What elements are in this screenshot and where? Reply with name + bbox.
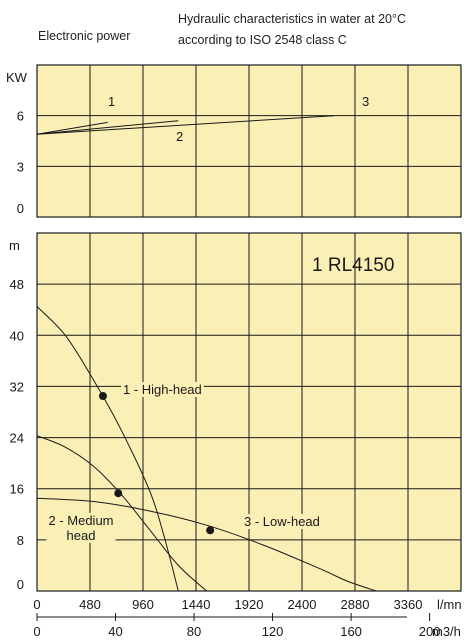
model-label: 1 RL4150 <box>312 255 394 276</box>
power-curve-label-1: 1 <box>108 94 115 109</box>
medium-head-curve <box>36 435 207 592</box>
medium-head-label-background <box>46 513 116 543</box>
x-tick-lmn: 960 <box>132 597 154 612</box>
x-tick-lmn: 3360 <box>394 597 423 612</box>
power-curve-2 <box>36 120 179 135</box>
head-y-tick: 16 <box>10 482 24 497</box>
power-y-tick: 3 <box>17 159 24 174</box>
x-tick-m3h: 160 <box>340 624 362 639</box>
head-y-tick: 40 <box>10 328 24 343</box>
x-tick-m3h: 40 <box>108 624 122 639</box>
power-panel: 0 3 6 KW 1 2 3 <box>6 64 462 218</box>
low-head-label-background <box>242 514 322 529</box>
x-tick-lmn: 1920 <box>235 597 264 612</box>
power-caption: Electronic power <box>38 29 131 43</box>
x-tick-lmn: 1440 <box>182 597 211 612</box>
power-y-tick: 0 <box>17 201 24 216</box>
x-tick-m3h: 80 <box>187 624 201 639</box>
axis-labels: 0 480 960 1440 1920 2400 2880 3360 l/mn 0 40 80 120 1… <box>33 597 461 639</box>
x-tick-m3h: 120 <box>262 624 284 639</box>
power-curve-3 <box>36 115 334 135</box>
head-y-tick: 8 <box>17 533 24 548</box>
hydraulic-caption-line2: according to ISO 2548 class C <box>178 33 347 47</box>
high-head-label: 1 - High-head <box>121 382 204 397</box>
hydraulic-caption: Hydraulic characteristics in water at 20… <box>178 11 406 53</box>
low-head-point <box>206 526 215 535</box>
power-curve-label-3: 3 <box>362 94 369 109</box>
high-head-label-background <box>121 382 204 397</box>
x-tick-lmn: 0 <box>33 597 40 612</box>
power-y-tick: 6 <box>17 109 24 124</box>
power-curve-label-2: 2 <box>176 129 183 144</box>
head-panel: 0 8 16 24 32 40 48 m 1 - High-head 3 - Low-head 2 … <box>9 232 462 592</box>
high-head-curve <box>36 306 179 592</box>
medium-head-label-text: 2 - Medium <box>48 513 113 528</box>
head-y-tick: 48 <box>10 277 24 292</box>
low-head-label-text: 3 - Low-head <box>244 514 320 529</box>
hydraulic-caption-line1: Hydraulic characteristics in water at 20… <box>178 12 406 26</box>
power-curve-1 <box>36 121 108 135</box>
head-y-tick: 24 <box>10 431 24 446</box>
x-tick-lmn: 2400 <box>288 597 317 612</box>
low-head-curve <box>36 497 377 592</box>
head-y-tick: 0 <box>17 577 24 592</box>
x-tick-m3h: 200 <box>419 624 441 639</box>
high-head-point <box>98 392 107 401</box>
medium-head-label-text: head <box>67 528 96 543</box>
medium-head-point <box>114 489 123 498</box>
x-tick-m3h: 0 <box>33 624 40 639</box>
high-head-label-text: 1 - High-head <box>123 382 202 397</box>
x-axis-label-lmn: l/mn <box>437 597 462 612</box>
head-y-tick: 32 <box>10 379 24 394</box>
low-head-label: 3 - Low-head <box>242 514 322 529</box>
head-y-axis-label: m <box>9 238 20 253</box>
x-tick-lmn: 480 <box>79 597 101 612</box>
x-tick-lmn: 2880 <box>341 597 370 612</box>
x-axis-label-m3h: m3/h <box>432 624 461 639</box>
power-y-axis-label: KW <box>6 70 28 85</box>
